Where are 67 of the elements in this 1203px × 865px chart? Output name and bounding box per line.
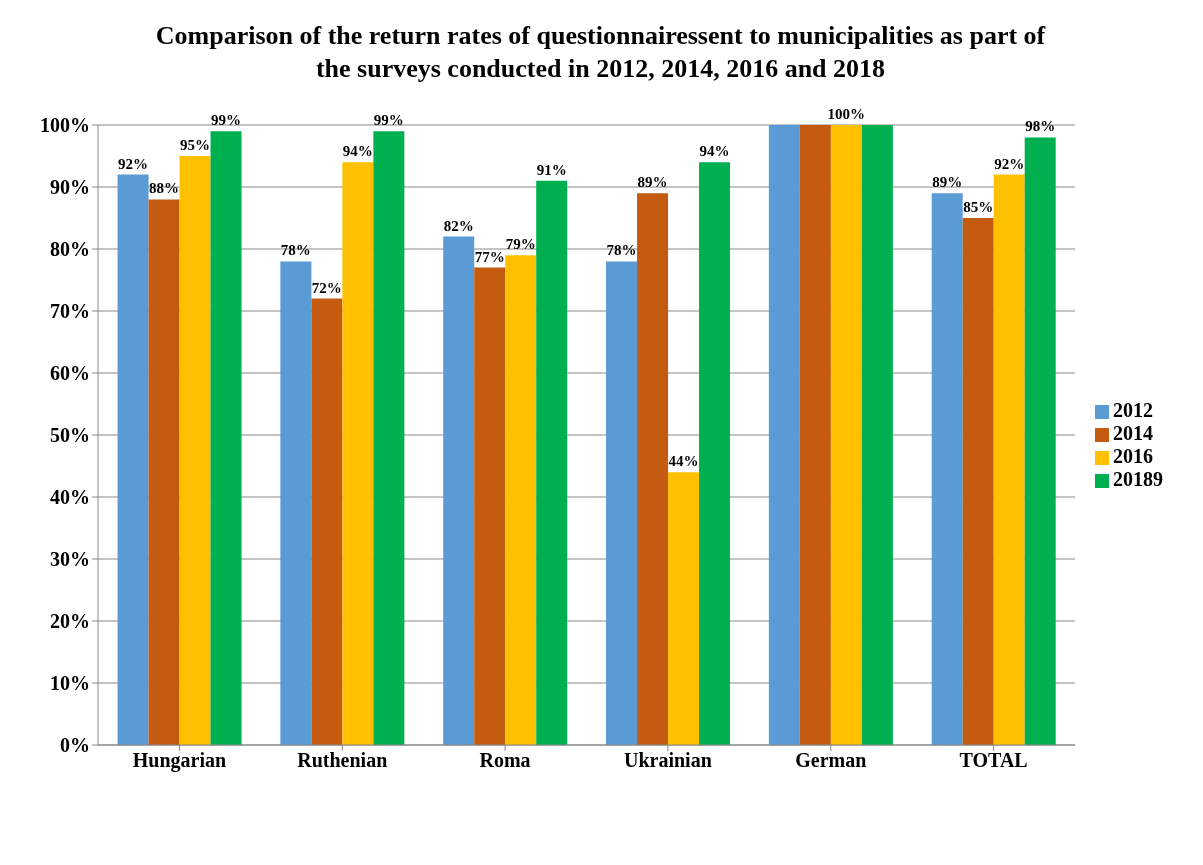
x-tick-label: TOTAL xyxy=(959,749,1028,772)
y-tick-label: 80% xyxy=(50,238,90,261)
bar xyxy=(474,267,506,745)
data-label: 85% xyxy=(963,199,994,215)
bar xyxy=(373,131,405,745)
data-label: 82% xyxy=(443,217,474,234)
data-label: 92% xyxy=(994,155,1025,172)
data-label: 99% xyxy=(211,112,242,129)
data-label: 79% xyxy=(505,236,536,253)
y-tick-label: 0% xyxy=(60,734,90,757)
bar xyxy=(536,180,568,745)
data-label: 95% xyxy=(180,137,211,153)
bar xyxy=(830,125,862,745)
y-tick-label: 50% xyxy=(50,424,90,447)
data-label: 88% xyxy=(149,180,180,197)
bar xyxy=(179,156,211,745)
legend-label: 20189 xyxy=(1113,468,1163,490)
x-tick-label: Ukrainian xyxy=(624,749,712,772)
y-tick-label: 10% xyxy=(50,672,90,695)
x-tick-label: Roma xyxy=(479,749,531,772)
data-label: 92% xyxy=(118,155,149,172)
data-label: 78% xyxy=(606,242,637,259)
data-label: 91% xyxy=(536,161,567,178)
bar xyxy=(443,236,475,745)
bar xyxy=(505,255,537,745)
bar xyxy=(280,261,312,745)
legend-label: 2012 xyxy=(1113,399,1153,421)
chart-title: Comparison of the return rates of questionnairessent to municipalities as part of the surveys conducted in 2012, 2014, 2016 and 2018 xyxy=(154,20,1047,85)
legend-label: 2016 xyxy=(1113,445,1153,467)
data-label: 44% xyxy=(668,453,699,470)
bar xyxy=(962,218,994,745)
data-label: 99% xyxy=(373,112,404,129)
bar xyxy=(861,125,893,745)
data-label: 89% xyxy=(932,174,963,191)
bar xyxy=(931,193,963,745)
bar xyxy=(993,174,1025,745)
bar xyxy=(799,125,831,745)
y-tick-label: 100% xyxy=(40,114,90,137)
bar xyxy=(768,125,800,745)
data-label: 78% xyxy=(280,242,311,259)
data-label: 100% xyxy=(827,106,866,122)
y-tick-label: 70% xyxy=(50,300,90,323)
bar xyxy=(210,131,242,745)
y-tick-label: 40% xyxy=(50,486,90,509)
bar xyxy=(311,298,343,745)
legend-label: 2014 xyxy=(1113,422,1153,444)
bar xyxy=(1024,137,1056,745)
y-tick-label: 60% xyxy=(50,362,90,385)
data-label: 77% xyxy=(474,248,505,265)
y-tick-label: 20% xyxy=(50,610,90,633)
bar xyxy=(668,472,700,745)
data-label: 72% xyxy=(311,279,342,296)
bar xyxy=(606,261,638,745)
data-label: 98% xyxy=(1025,118,1056,135)
x-tick-label: German xyxy=(795,749,867,772)
bar xyxy=(342,162,374,745)
bar xyxy=(637,193,669,745)
x-tick-label: Hungarian xyxy=(132,749,227,773)
y-tick-label: 30% xyxy=(50,548,90,571)
y-tick-label: 90% xyxy=(50,176,90,199)
data-label: 94% xyxy=(342,143,373,160)
x-tick-label: Ruthenian xyxy=(297,749,388,772)
data-label: 94% xyxy=(699,143,730,160)
bar xyxy=(117,174,149,745)
data-label: 89% xyxy=(637,174,668,191)
bar xyxy=(148,199,180,745)
bar xyxy=(699,162,731,745)
